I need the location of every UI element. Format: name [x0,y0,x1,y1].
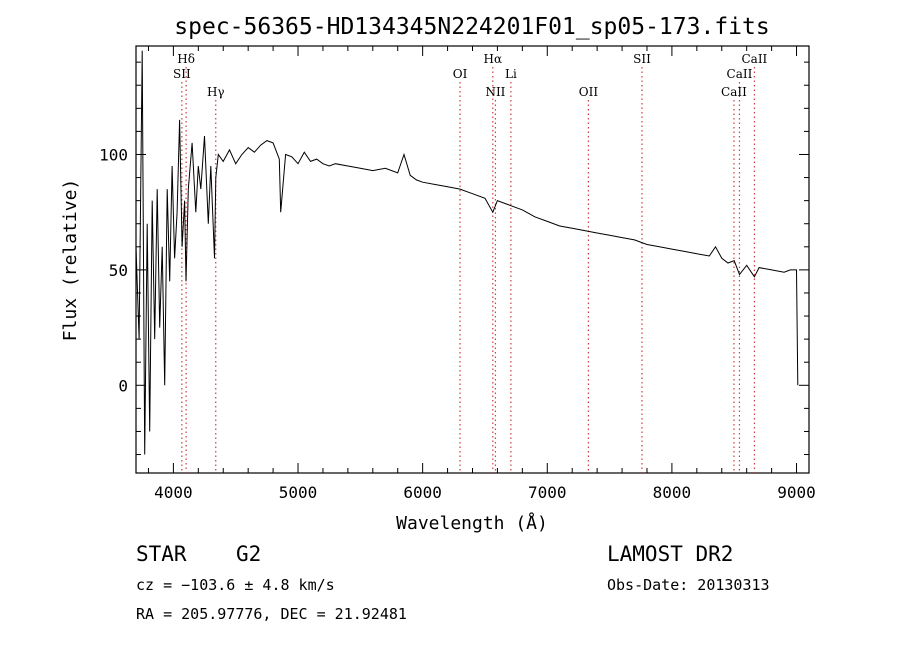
survey-name: LAMOST DR2 [607,542,733,566]
object-class: STAR [136,542,187,566]
spectral-line-label: CaII [727,67,753,81]
x-tick-label: 8000 [653,483,692,502]
chart-title: spec-56365-HD134345N224201F01_sp05-173.f… [174,14,769,40]
spectral-line-label: NII [485,85,505,99]
spectrum-line [135,50,799,455]
line-markers [181,67,756,473]
spectral-line-label: Hα [484,52,503,66]
spectral-line-label: OI [453,67,468,81]
spectral-line-label: CaII [721,85,747,99]
x-tick-label: 9000 [777,483,816,502]
spectral-line-label: Hδ [177,52,195,66]
spectral-line-label: SII [633,52,651,66]
y-tick-label: 50 [109,261,128,280]
spectral-subclass: G2 [236,542,261,566]
x-axis: 4000 5000 6000 7000 8000 9000 [147,46,816,502]
x-tick-label: 5000 [279,483,318,502]
spectral-line-label: CaII [741,52,767,66]
observation-date: Obs-Date: 20130313 [607,576,770,594]
redshift-cz: cz = −103.6 ± 4.8 km/s [136,576,335,594]
y-axis: 0 50 100 [99,61,809,456]
x-axis-label: Wavelength (Å) [396,512,548,534]
y-tick-label: 100 [99,145,128,164]
spectral-line-label: SII [173,67,191,81]
plot-frame [135,45,810,474]
spectral-line-label: Hγ [207,85,225,99]
x-tick-label: 4000 [154,483,193,502]
sky-coordinates: RA = 205.97776, DEC = 21.92481 [136,605,407,623]
spectral-line-label: Li [505,67,517,81]
y-tick-label: 0 [118,376,128,395]
y-axis-label: Flux (relative) [60,179,81,342]
x-tick-label: 7000 [528,483,567,502]
spectral-line-label: OII [579,85,599,99]
x-tick-label: 6000 [403,483,442,502]
